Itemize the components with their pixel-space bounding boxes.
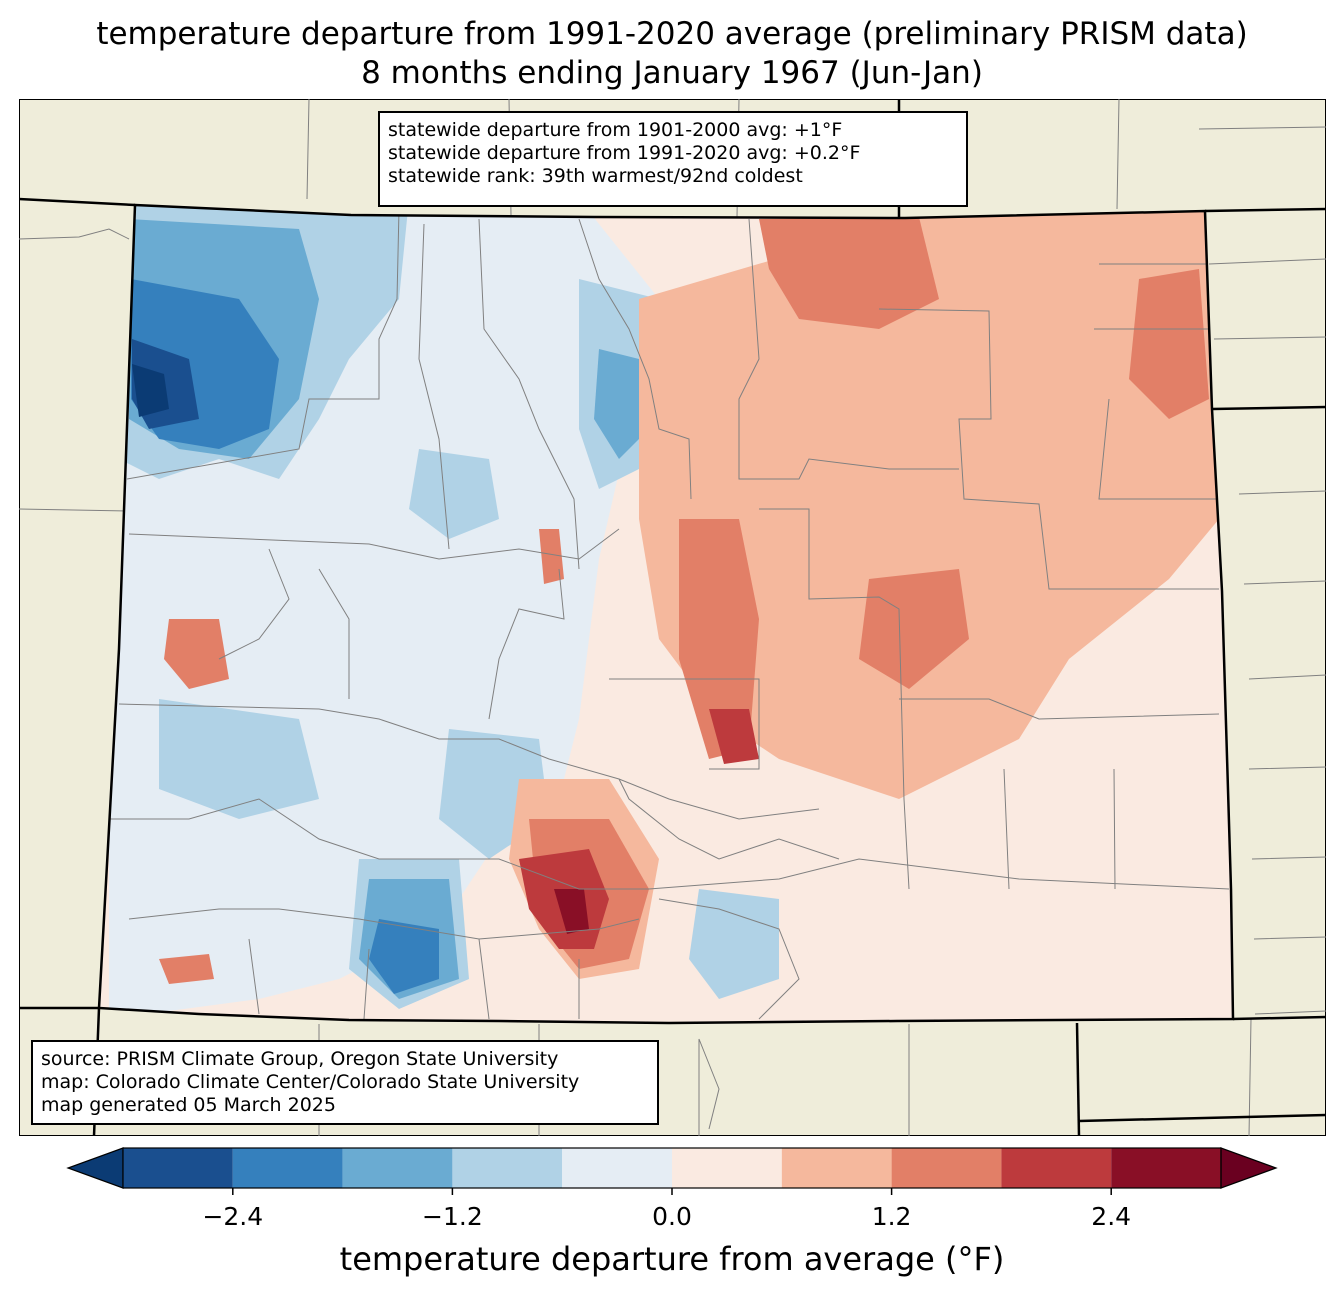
colorbar-segment: [672, 1148, 782, 1188]
generated-date-line: map generated 05 March 2025: [41, 1094, 336, 1116]
temperature-field: [99, 205, 1233, 1023]
colorbar-segment: [891, 1148, 1002, 1188]
colorbar-segments: [66, 1147, 1278, 1189]
colorbar-tick-label: 0.0: [652, 1202, 692, 1231]
colorbar-ticks: [232, 1188, 1112, 1195]
colorbar-segment: [342, 1148, 453, 1188]
colorbar: [66, 1147, 1278, 1195]
colorbar-segment: [562, 1148, 672, 1188]
colorbar-segment: [452, 1148, 563, 1188]
colorbar-extend-low: [66, 1147, 124, 1189]
colorbar-segment: [1111, 1148, 1221, 1188]
statewide-stats-box: statewide departure from 1901-2000 avg: …: [378, 111, 968, 207]
source-line: source: PRISM Climate Group, Oregon Stat…: [41, 1048, 559, 1070]
colorbar-tick-label: 1.2: [871, 1202, 912, 1231]
field-warm-east: [639, 211, 1219, 799]
colorbar-segment: [781, 1148, 892, 1188]
field-hottest-south-central: [554, 889, 589, 934]
stats-departure-1991-2020: statewide departure from 1991-2020 avg: …: [388, 142, 861, 164]
colorbar-segment: [123, 1148, 233, 1188]
field-warm-spot-west: [164, 619, 229, 689]
field-darkest-blue-core: [132, 364, 169, 417]
colorbar-label: temperature departure from average (°F): [339, 1240, 1005, 1278]
field-warm-front-range: [679, 519, 759, 759]
field-warm-east-central: [859, 569, 969, 689]
colorbar-tick-label: −2.4: [202, 1202, 264, 1231]
field-warm-spot-north: [539, 529, 564, 584]
field-warm-far-northeast: [1129, 269, 1209, 419]
source-box: source: PRISM Climate Group, Oregon Stat…: [31, 1040, 659, 1125]
colorbar-tick-label: 2.4: [1091, 1202, 1132, 1231]
map-title-line2: 8 months ending January 1967 (Jun-Jan): [361, 55, 983, 91]
field-blue-central: [409, 449, 499, 539]
field-medium-blue-north: [594, 349, 649, 459]
map-title-line1: temperature departure from 1991-2020 ave…: [96, 16, 1248, 52]
state-borders: [19, 99, 1326, 1136]
field-blue-mid-west: [159, 699, 319, 819]
field-blue-south-central: [689, 889, 779, 999]
stats-rank: statewide rank: 39th warmest/92nd coldes…: [388, 165, 803, 187]
colorbar-segment: [1001, 1148, 1112, 1188]
field-dark-blue-south: [369, 919, 439, 994]
colorbar-segment: [232, 1148, 343, 1188]
field-warm-spot-southwest: [159, 954, 214, 984]
field-hot-front-range: [709, 709, 759, 764]
colorado-map: [19, 99, 1326, 1136]
field-warm-northeast: [759, 217, 939, 329]
colorbar-tick-label: −1.2: [422, 1202, 483, 1231]
colorbar-extend-high: [1220, 1147, 1278, 1189]
map-credit-line: map: Colorado Climate Center/Colorado St…: [41, 1071, 580, 1093]
stats-departure-1901-2000: statewide departure from 1901-2000 avg: …: [388, 119, 843, 141]
colorado-border: [97, 203, 1235, 1025]
colorado-county-lines: [109, 208, 1230, 1020]
